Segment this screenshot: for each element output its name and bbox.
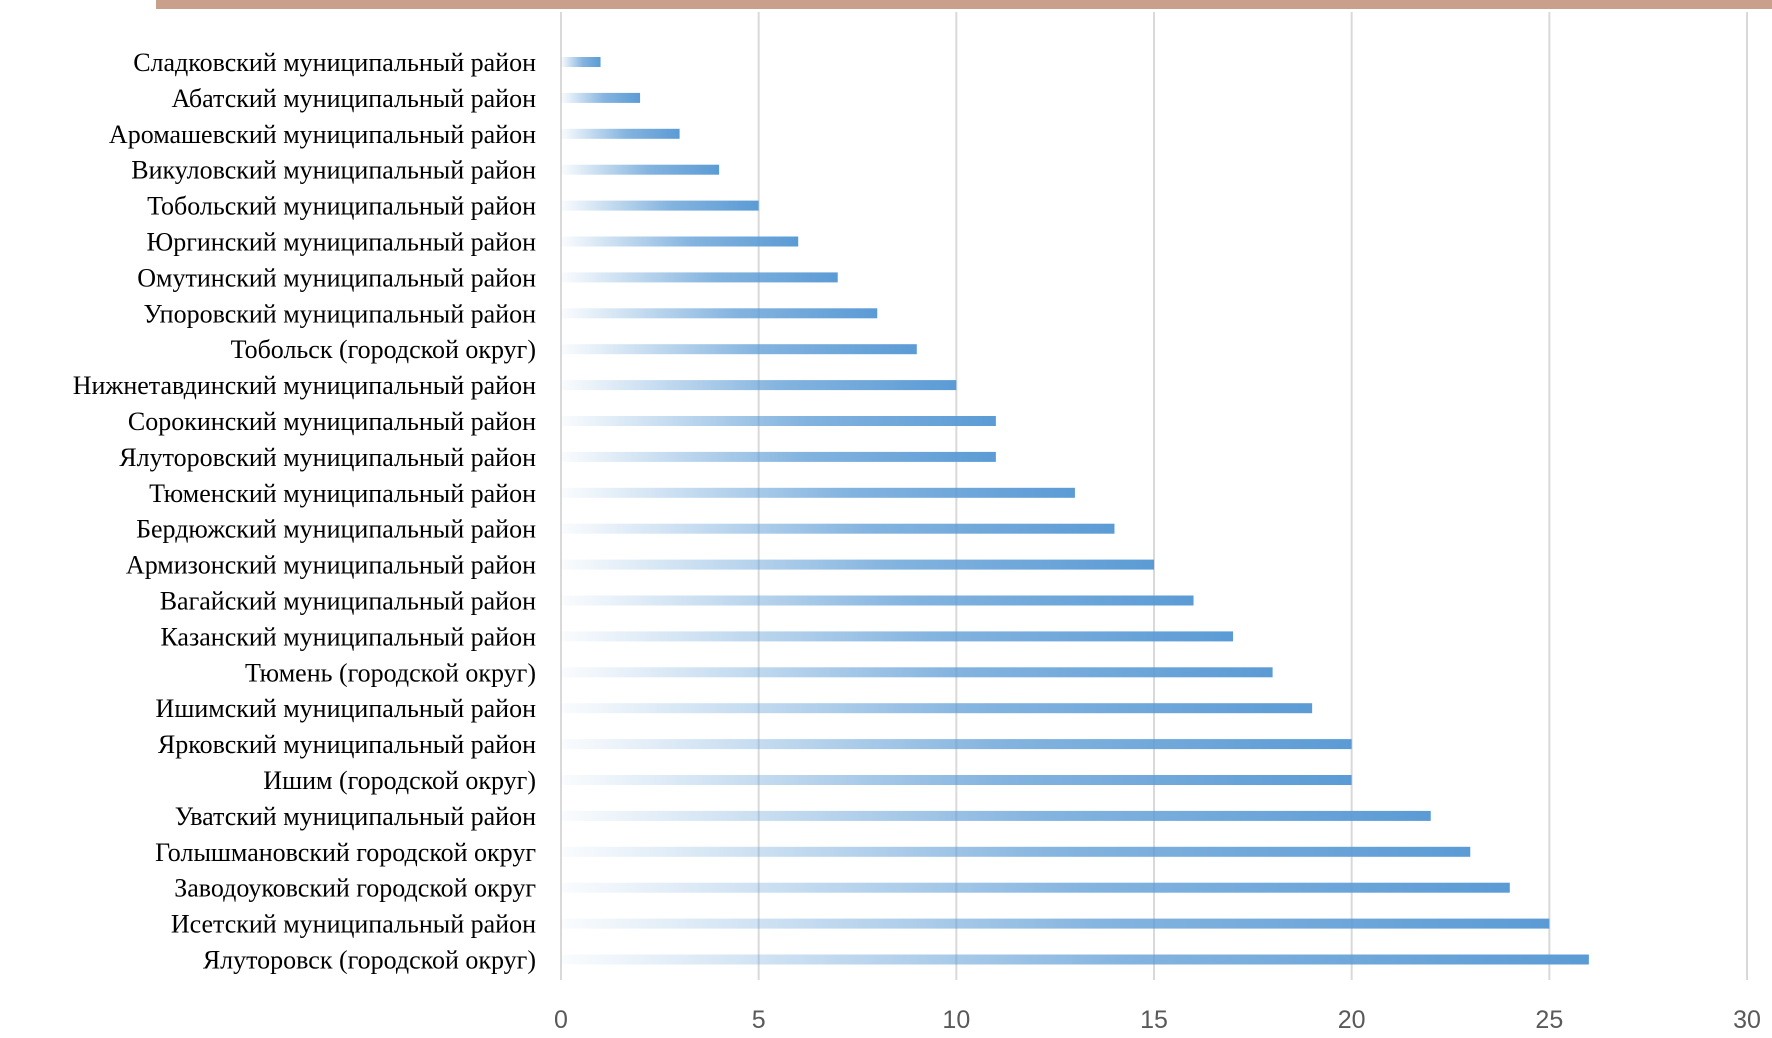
category-labels: Сладковский муниципальный район Абатский … [73,48,536,975]
bar [561,128,680,139]
category-label: Исетский муниципальный район [171,910,536,939]
bar [561,236,799,247]
category-label: Тюменский муниципальный район [149,479,536,508]
category-label: Викуловский муниципальный район [131,156,536,185]
category-label: Упоровский муниципальный район [144,299,537,328]
category-label: Уватский муниципальный район [175,802,536,831]
category-label: Нижнетавдинский муниципальный район [73,371,536,400]
bar [561,954,1589,965]
x-tick-label: 0 [554,1006,568,1033]
bars [561,57,1589,965]
top-decorative-band [156,0,1772,9]
bar [561,882,1510,893]
category-label: Заводоуковский городской округ [174,874,536,903]
x-axis-tick-labels: 0 5 10 15 20 25 30 [554,1006,1761,1034]
category-label: Тобольский муниципальный район [147,192,536,221]
category-label: Ярковский муниципальный район [158,730,536,759]
category-label: Бердюжский муниципальный район [136,515,536,544]
category-label: Юргинский муниципальный район [146,228,536,257]
bar [561,595,1194,606]
category-label: Казанский муниципальный район [160,622,536,651]
x-tick-label: 20 [1338,1006,1366,1033]
category-label: Абатский муниципальный район [171,84,536,113]
x-tick-label: 30 [1733,1006,1761,1033]
bar [561,416,996,426]
category-label: Аромашевский муниципальный район [109,120,536,149]
category-label: Голышмановский городской округ [155,838,536,867]
x-tick-label: 10 [942,1006,970,1033]
category-label: Сорокинский муниципальный район [128,407,536,436]
category-label: Ишим (городской округ) [263,766,536,795]
bar [561,344,917,355]
bar [561,775,1352,785]
bar [561,451,996,462]
bar [561,703,1313,714]
category-label: Сладковский муниципальный район [133,48,536,77]
bar [561,272,838,283]
bar [561,846,1471,857]
category-label: Тобольск (городской округ) [231,335,536,364]
bar [561,164,720,175]
category-label: Ялуторовский муниципальный район [119,443,536,472]
category-label: Вагайский муниципальный район [160,587,536,616]
bar [561,200,759,211]
x-tick-label: 15 [1140,1006,1168,1033]
category-label: Ишимский муниципальный район [156,694,537,723]
bar [561,380,957,391]
x-tick-label: 5 [752,1006,766,1033]
x-tick-label: 25 [1535,1006,1563,1033]
category-label: Армизонский муниципальный район [126,551,536,580]
bar [561,667,1273,678]
bar [561,559,1154,570]
bar [561,631,1234,642]
bar [561,739,1352,750]
category-label: Тюмень (городской округ) [245,658,536,687]
bar [561,523,1115,534]
bar [561,918,1550,929]
category-label: Омутинский муниципальный район [137,263,536,292]
bar [561,810,1431,821]
bar [561,487,1075,498]
category-label: Ялуторовск (городской округ) [203,946,536,975]
bar [561,92,641,103]
bar [561,308,878,319]
bar [561,57,601,67]
